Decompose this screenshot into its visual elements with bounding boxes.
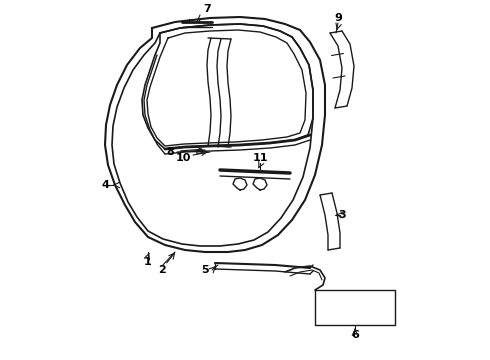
Text: 11: 11	[252, 153, 268, 163]
Text: 6: 6	[351, 330, 359, 340]
Text: 8: 8	[166, 147, 174, 157]
Text: 3: 3	[338, 210, 346, 220]
Text: 1: 1	[144, 257, 152, 267]
Text: 7: 7	[203, 4, 211, 14]
Text: 2: 2	[158, 265, 166, 275]
Text: 9: 9	[334, 13, 342, 23]
Text: 10: 10	[175, 153, 191, 163]
Text: 5: 5	[201, 265, 209, 275]
Text: 4: 4	[101, 180, 109, 190]
